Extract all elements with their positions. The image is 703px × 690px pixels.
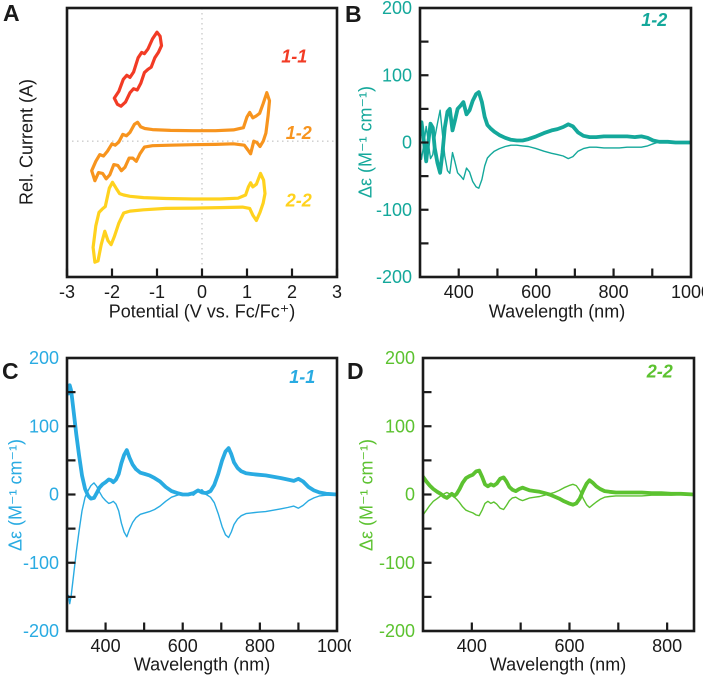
curve-label-1-2: 1-2: [286, 123, 312, 143]
curve-label-2-2: 2-2: [285, 190, 312, 210]
plot-frame: [65, 356, 339, 633]
panel-letter-A: A: [3, 0, 20, 26]
y-tick-label: -200: [379, 621, 415, 641]
curve-label-2-2: 2-2: [646, 362, 673, 382]
y-tick-label: 200: [382, 0, 412, 18]
x-tick-label: -3: [59, 282, 75, 302]
x-tick-label: 1: [242, 282, 252, 302]
curve-1-2-enantiomer-m-thin-: [420, 109, 691, 189]
panel-D-x-axis-label: Wavelength (nm): [489, 654, 627, 675]
curve-1-2: [90, 91, 272, 183]
curve-label-1-1: 1-1: [289, 367, 315, 387]
x-tick-label: 600: [554, 636, 584, 656]
curves-group: [423, 468, 694, 517]
curves-group: [90, 30, 272, 264]
y-tick-label: 0: [49, 485, 59, 505]
x-tick-label: -2: [104, 282, 120, 302]
y-tick-label: 100: [29, 416, 59, 436]
x-tick-label: 400: [91, 636, 121, 656]
y-tick-label: -200: [376, 267, 412, 287]
panel-B-y-axis-label: Δε (M⁻¹ cm⁻¹): [355, 85, 376, 199]
curve-label-1-2: 1-2: [641, 10, 667, 30]
curve-label-1-1: 1-1: [281, 46, 307, 66]
x-tick-label: -1: [149, 282, 165, 302]
curve-2-2-enantiomer-p-thick-: [423, 468, 694, 507]
curves-group: [67, 383, 337, 605]
panel-C-y-axis-label: Δε (M⁻¹ cm⁻¹): [5, 438, 26, 552]
x-tick-label: 600: [168, 636, 198, 656]
x-tick-label: 800: [599, 282, 629, 302]
panel-A-y-axis-label: Rel. Current (A): [16, 78, 37, 206]
panel-D-y-axis-label: Δε (M⁻¹ cm⁻¹): [356, 438, 377, 552]
panel-A: -3 -2 -1 0 1 2 3 1-1 1-2 2-2 Rel. Current (A) Pot…: [0, 0, 351, 345]
y-tick-label: -200: [23, 621, 59, 641]
y-tick-label: 100: [385, 416, 415, 436]
x-tick-label: 600: [521, 282, 551, 302]
x-tick-label: 2: [287, 282, 297, 302]
panel-A-plot: -3 -2 -1 0 1 2 3 1-1 1-2 2-2: [59, 6, 342, 302]
panel-D: 400 600 800 200 100 0 -100 -200 2-2 Δε (M⁻¹ cm⁻¹…: [351, 345, 703, 690]
y-tick-label: 200: [385, 348, 415, 368]
x-tick-label: 400: [457, 636, 487, 656]
x-tick-label: 800: [245, 636, 275, 656]
plot-frame: [418, 6, 693, 279]
x-tick-label: 800: [652, 636, 682, 656]
curve-1-1-enantiomer-p-thick-: [67, 383, 337, 501]
curves-group: [420, 90, 691, 189]
curve-1-2-enantiomer-p-thick-: [420, 90, 691, 175]
plot-frame: [65, 6, 339, 279]
y-tick-label: -100: [376, 200, 412, 220]
panel-A-x-axis-label: Potential (V vs. Fc/Fc⁺): [108, 301, 296, 322]
panel-C-x-axis-label: Wavelength (nm): [133, 654, 271, 675]
panel-letter-D: D: [347, 358, 364, 384]
curve-2-2-enantiomer-m-thin-: [423, 483, 694, 517]
plot-frame: [421, 356, 696, 633]
y-tick-label: 200: [29, 348, 59, 368]
panel-B-x-axis-label: Wavelength (nm): [488, 301, 626, 322]
curve-2-2: [91, 171, 267, 264]
y-tick-label: -100: [379, 553, 415, 573]
y-tick-label: 100: [382, 65, 412, 85]
panel-letter-C: C: [2, 358, 19, 384]
y-tick-label: 0: [402, 133, 412, 153]
curve-1-1-enantiomer-m-thin-: [67, 482, 337, 605]
panel-letter-B: B: [345, 1, 362, 27]
y-tick-label: -100: [23, 553, 59, 573]
x-tick-label: 3: [332, 282, 342, 302]
x-tick-label: 0: [197, 282, 207, 302]
curve-1-1: [112, 30, 164, 108]
y-tick-label: 0: [405, 485, 415, 505]
panel-D-plot: 400 600 800 200 100 0 -100 -200 2-2: [379, 348, 696, 656]
x-tick-label: 400: [444, 282, 474, 302]
